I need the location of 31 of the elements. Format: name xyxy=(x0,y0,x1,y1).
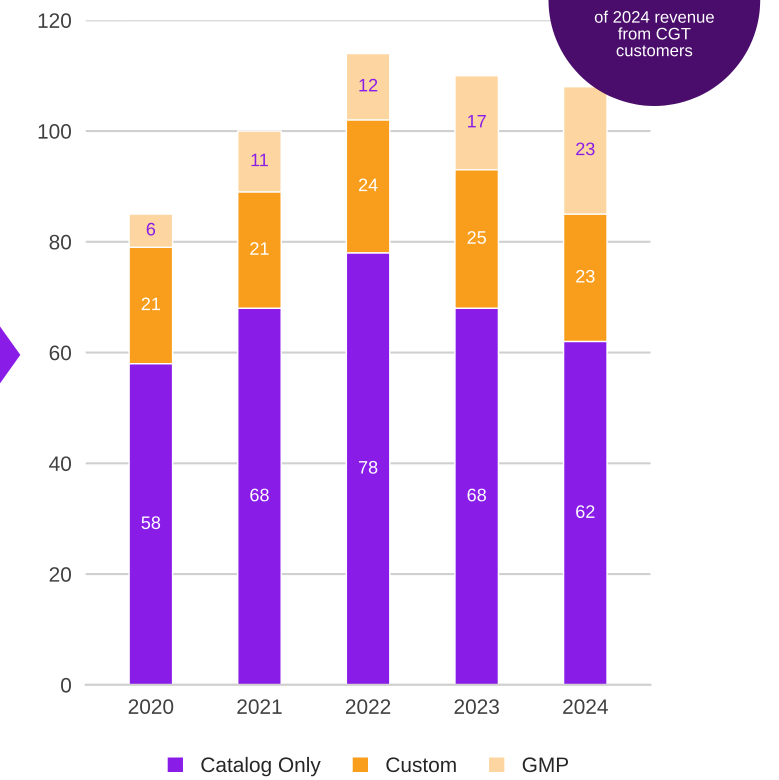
data-label: 25 xyxy=(468,231,486,244)
data-label: 62 xyxy=(576,505,594,518)
data-label: 23 xyxy=(576,142,595,156)
y-tick-label: 0 xyxy=(61,678,71,693)
x-tick-label: 2023 xyxy=(454,699,499,714)
y-tick-label: 100 xyxy=(38,124,71,139)
x-tick-label: 2020 xyxy=(128,699,174,714)
data-label: 24 xyxy=(358,178,378,192)
data-label: 23 xyxy=(576,270,595,283)
legend-label: Custom xyxy=(386,757,456,772)
data-label: 17 xyxy=(468,114,486,128)
annotation: of 2024 revenue from CGT customers xyxy=(594,10,714,56)
y-tick-label: 20 xyxy=(50,567,71,582)
data-label: 68 xyxy=(250,488,269,502)
data-label: 11 xyxy=(251,154,268,166)
data-label: 6 xyxy=(146,222,156,236)
x-tick-label: 2024 xyxy=(563,699,608,714)
data-label: 58 xyxy=(142,516,160,530)
data-label: 21 xyxy=(142,298,160,310)
data-label: 68 xyxy=(468,488,486,502)
y-tick-label: 60 xyxy=(50,346,71,360)
x-tick-label: 2021 xyxy=(237,699,282,714)
y-tick-label: 40 xyxy=(49,456,71,472)
x-tick-label: 2022 xyxy=(346,699,390,714)
data-label: 21 xyxy=(250,242,269,255)
y-tick-label: 120 xyxy=(38,13,71,28)
legend-label: GMP xyxy=(522,757,568,772)
y-tick-label: 80 xyxy=(50,234,71,250)
legend-label: Catalog Only xyxy=(201,756,321,776)
data-label: 12 xyxy=(359,78,378,92)
data-label: 78 xyxy=(358,460,378,474)
